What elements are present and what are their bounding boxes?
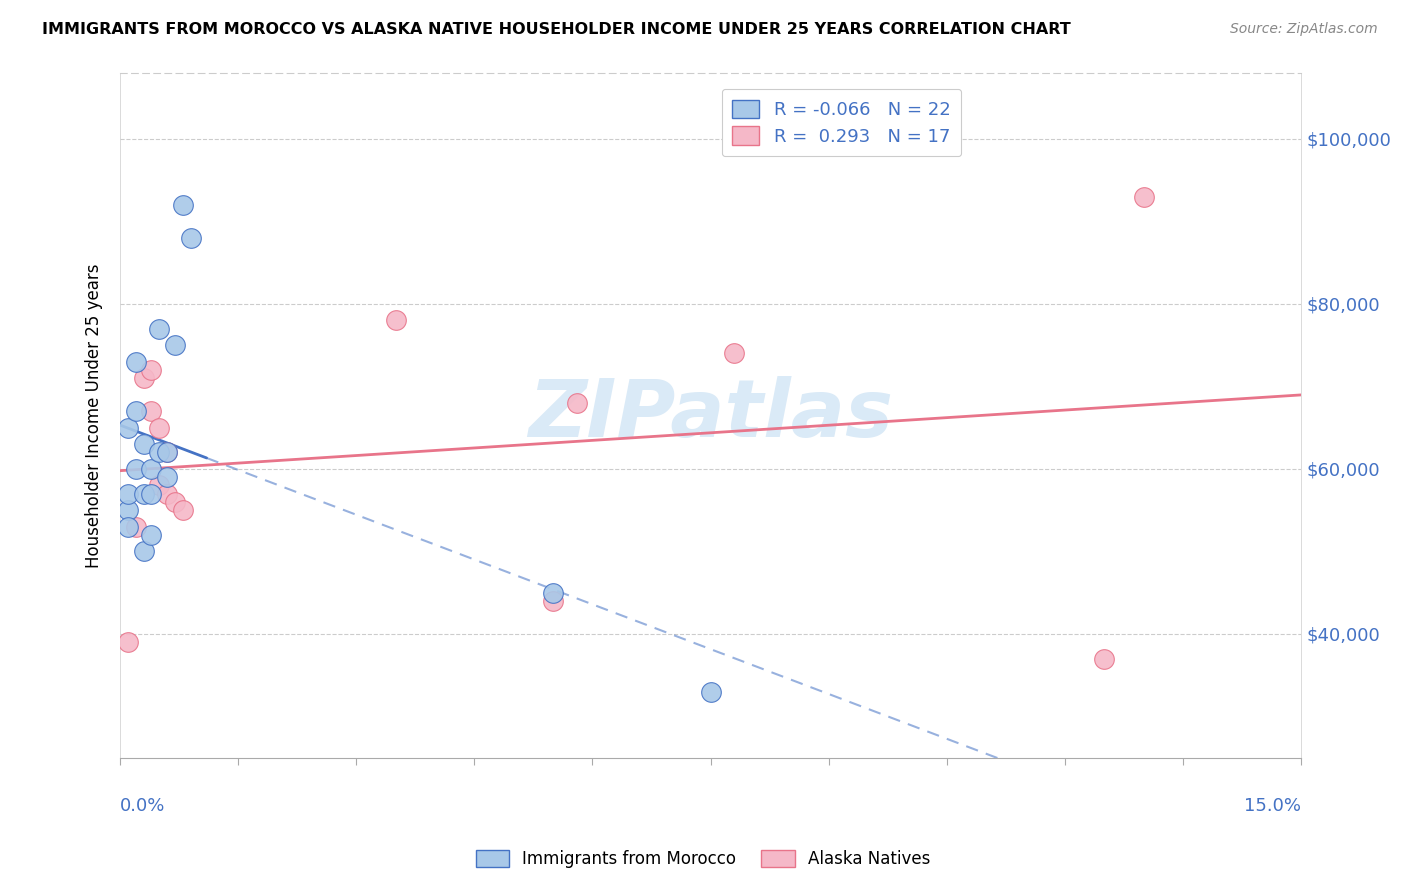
Point	[723, 346, 745, 360]
Point	[132, 544, 155, 558]
Point	[165, 495, 187, 509]
Point	[141, 528, 163, 542]
Point	[165, 338, 187, 352]
Point	[141, 486, 163, 500]
Point	[148, 322, 170, 336]
Point	[172, 198, 194, 212]
Point	[1092, 651, 1115, 665]
Text: IMMIGRANTS FROM MOROCCO VS ALASKA NATIVE HOUSEHOLDER INCOME UNDER 25 YEARS CORRE: IMMIGRANTS FROM MOROCCO VS ALASKA NATIVE…	[42, 22, 1071, 37]
Point	[541, 594, 564, 608]
Point	[141, 462, 163, 476]
Legend: R = -0.066   N = 22, R =  0.293   N = 17: R = -0.066 N = 22, R = 0.293 N = 17	[721, 89, 962, 156]
Point	[117, 420, 139, 434]
Point	[172, 503, 194, 517]
Point	[1132, 190, 1154, 204]
Point	[156, 486, 179, 500]
Text: 15.0%: 15.0%	[1244, 797, 1302, 814]
Point	[565, 396, 588, 410]
Text: Source: ZipAtlas.com: Source: ZipAtlas.com	[1230, 22, 1378, 37]
Point	[125, 354, 148, 368]
Point	[156, 445, 179, 459]
Point	[132, 371, 155, 385]
Point	[132, 437, 155, 451]
Point	[156, 470, 179, 484]
Point	[132, 486, 155, 500]
Point	[180, 231, 202, 245]
Text: 0.0%: 0.0%	[120, 797, 166, 814]
Legend: Immigrants from Morocco, Alaska Natives: Immigrants from Morocco, Alaska Natives	[470, 843, 936, 875]
Point	[148, 478, 170, 492]
Point	[141, 404, 163, 418]
Point	[384, 313, 406, 327]
Point	[148, 445, 170, 459]
Point	[156, 445, 179, 459]
Point	[117, 519, 139, 533]
Point	[117, 486, 139, 500]
Point	[117, 503, 139, 517]
Point	[125, 404, 148, 418]
Point	[699, 684, 721, 698]
Point	[141, 363, 163, 377]
Point	[117, 635, 139, 649]
Point	[125, 519, 148, 533]
Point	[148, 420, 170, 434]
Text: ZIPatlas: ZIPatlas	[529, 376, 893, 454]
Point	[125, 462, 148, 476]
Y-axis label: Householder Income Under 25 years: Householder Income Under 25 years	[86, 263, 103, 567]
Point	[541, 585, 564, 599]
